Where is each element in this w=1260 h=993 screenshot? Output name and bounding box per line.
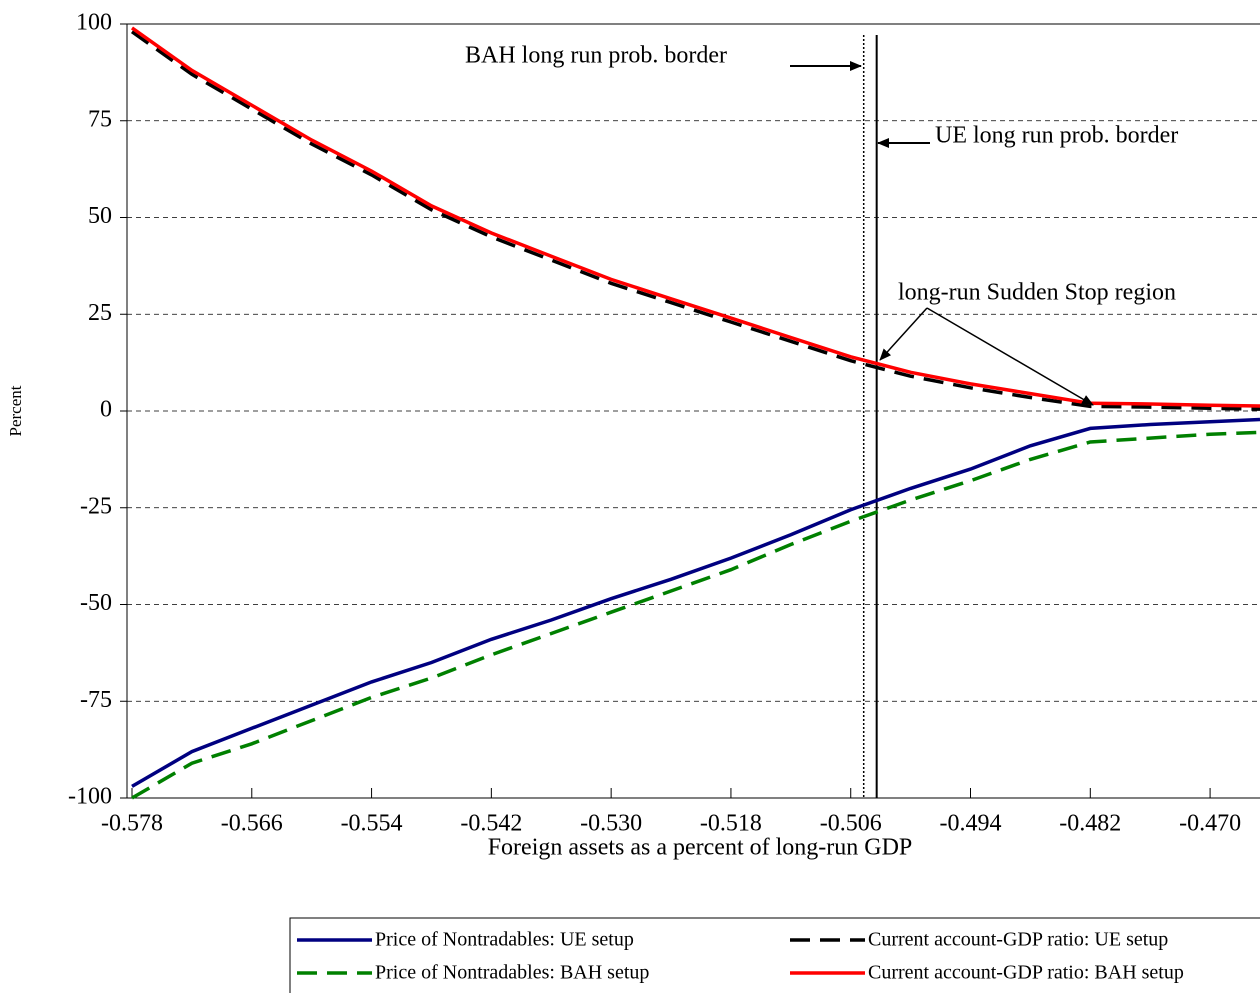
legend-label: Price of Nontradables: BAH setup: [375, 962, 649, 984]
x-tick-label: -0.482: [1059, 811, 1121, 837]
y-tick-label: -50: [80, 590, 112, 616]
y-tick-label: 50: [88, 203, 112, 229]
x-axis-title: Foreign assets as a percent of long-run …: [488, 835, 913, 861]
annotation-arrow: [879, 307, 928, 361]
x-tick-label: -0.518: [700, 811, 762, 837]
legend-label: Price of Nontradables: UE setup: [375, 929, 634, 951]
legend-box: [289, 917, 1260, 993]
annotation-bg: [932, 122, 1252, 152]
annotation-arrow: [926, 307, 1094, 406]
annotation-bg: [893, 279, 1260, 309]
series-line: [130, 26, 1260, 408]
y-tick-label: 75: [88, 106, 112, 132]
x-tick-label: -0.506: [820, 811, 882, 837]
legend-label: Current account-GDP ratio: BAH setup: [868, 962, 1184, 984]
annotation-bg: [462, 42, 792, 72]
x-tick-label: -0.578: [101, 811, 163, 837]
x-tick-label: -0.554: [341, 811, 403, 837]
y-tick-label: -100: [68, 784, 112, 810]
x-tick-label: -0.470: [1179, 811, 1241, 837]
series-line: [131, 430, 1260, 800]
x-tick-label: -0.530: [580, 811, 642, 837]
y-axis-title: Percent: [6, 385, 25, 436]
x-tick-label: -0.542: [460, 811, 522, 837]
x-tick-label: -0.494: [940, 811, 1002, 837]
series-line: [130, 30, 1260, 411]
annotation: long-run Sudden Stop region: [898, 280, 1176, 306]
x-tick-label: -0.566: [221, 811, 283, 837]
y-tick-label: -75: [80, 687, 112, 713]
y-tick-label: -25: [80, 493, 112, 519]
y-tick-label: 0: [100, 397, 112, 423]
annotation: UE long run prob. border: [935, 123, 1178, 149]
legend-label: Current account-GDP ratio: UE setup: [868, 929, 1168, 951]
y-tick-label: 100: [76, 10, 112, 36]
annotation: BAH long run prob. border: [465, 43, 727, 69]
series-line: [131, 417, 1260, 788]
y-tick-label: 25: [88, 300, 112, 326]
